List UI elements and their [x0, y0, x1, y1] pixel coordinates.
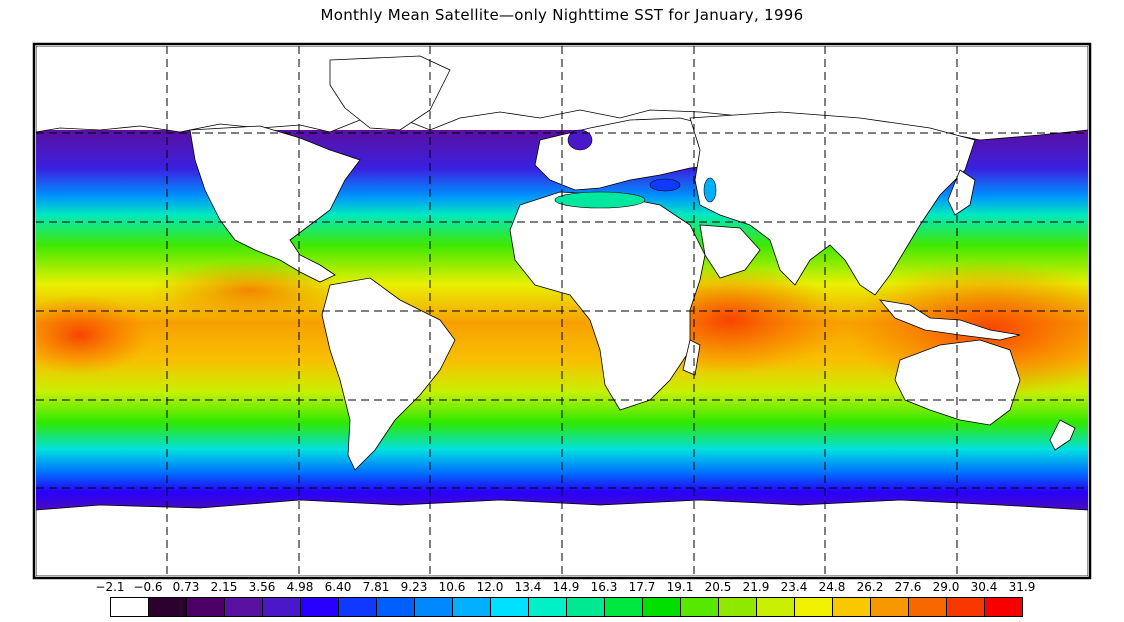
asia — [689, 111, 976, 296]
north-america — [189, 125, 361, 283]
map-title: Monthly Mean Satellite—only Nighttime SS… — [320, 6, 804, 24]
japan — [947, 169, 976, 216]
south-america — [321, 277, 456, 471]
madagascar — [682, 339, 701, 376]
arabia — [699, 224, 761, 279]
africa — [509, 191, 706, 411]
antarctica — [36, 499, 1088, 576]
new-zealand — [1049, 419, 1076, 451]
graticule — [36, 46, 1088, 576]
indonesia — [879, 299, 1021, 341]
australia — [894, 339, 1021, 426]
map-frame — [32, 42, 1092, 580]
